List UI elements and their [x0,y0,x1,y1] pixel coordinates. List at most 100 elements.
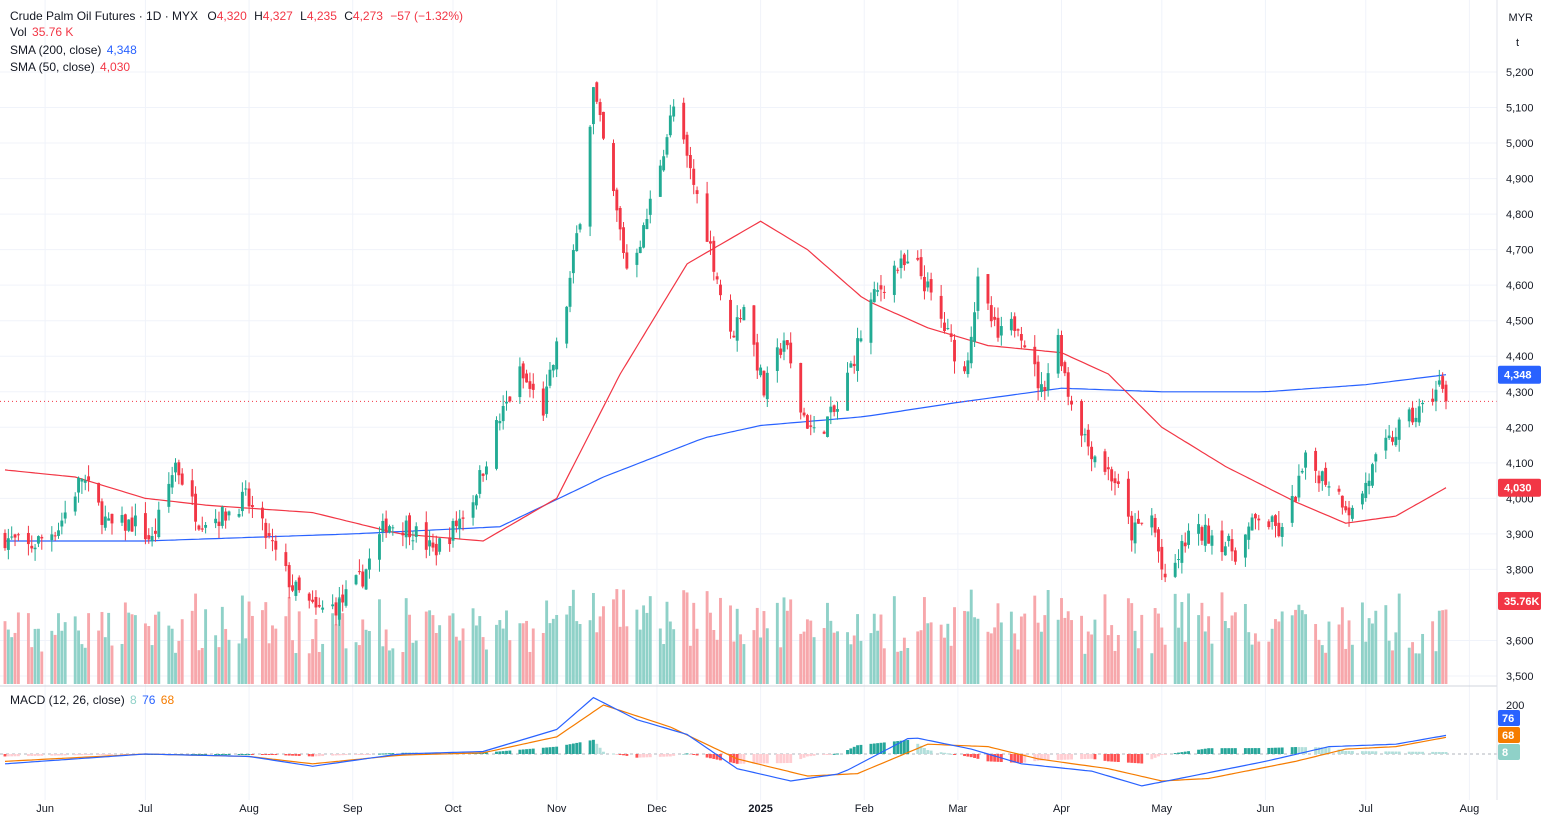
volume-bar [260,610,264,684]
macd-hist-bar [1374,751,1378,754]
candle-body [591,87,595,125]
candle-body [1270,516,1274,522]
macd-legend[interactable]: MACD (12, 26, close) 8 76 68 [10,692,174,708]
volume-bar [989,633,993,684]
candle-body [143,513,147,540]
macd-hist-bar [381,753,385,755]
macd-hist-bar [80,754,84,756]
close-value: 4,273 [352,9,383,23]
macd-hist-bar [1023,754,1027,763]
volume-bar [966,611,970,684]
candle-body [505,401,508,404]
candle-body [1223,546,1227,556]
macd-hist-bar [107,754,111,755]
macd-hist-bar [274,754,278,756]
macd-hist-bar [989,754,993,762]
time-tick-label: Aug [1460,803,1480,815]
volume-bar [852,635,856,684]
sma200-legend[interactable]: SMA (200, close) 4,348 [10,42,137,58]
macd-hist-badge: 8 [1502,747,1508,759]
macd-hist-bar [906,740,910,754]
macd-hist-bar [1280,747,1284,754]
macd-hist-bar [531,748,535,754]
volume-bar [642,605,646,684]
volume-bar [107,612,111,684]
macd-hist-bar [53,754,57,756]
volume-legend[interactable]: Vol 35.76 K [10,24,73,40]
volume-bar [287,597,291,684]
macd-hist-bar [642,754,646,758]
volume-bar [919,630,923,684]
macd-hist-bar [505,750,508,754]
candle-body [1441,376,1445,389]
macd-hist-bar [849,748,853,754]
volume-bar [1023,613,1027,684]
macd-hist-bar [1203,748,1207,754]
volume-bar [1327,621,1331,684]
macd-hist-bar [1397,751,1401,754]
volume-bar [588,620,592,684]
macd-hist-bar [1437,751,1441,754]
candle-body [742,307,746,321]
candle-body [989,305,993,322]
volume-bar [735,608,739,684]
unit-button[interactable]: t [1515,37,1519,49]
sma50-badge: 4,030 [1504,483,1532,495]
candle-body [612,143,615,192]
candle-body [1327,486,1331,488]
volume-bar [755,607,759,684]
macd-hist-bar [87,754,91,755]
volume-bar [551,618,555,684]
candle-body [1431,398,1435,402]
volume-bar [1203,631,1207,684]
volume-bar [501,628,505,684]
candle-body [314,596,318,608]
symbol-title[interactable]: Crude Palm Oil Futures · 1D · MYX [10,9,199,23]
candle-body [1320,471,1324,482]
candle-body [1444,384,1448,402]
candle-body [752,305,756,345]
volume-bar [1397,593,1401,684]
volume-bar [555,614,559,684]
candle-body [448,537,452,545]
sma200-badge-bg [1498,365,1541,384]
volume-bar [545,600,549,684]
volume-bar [1210,643,1214,684]
volume-bar [1277,621,1281,684]
candle-body [648,198,652,215]
volume-value: 35.76 K [32,25,74,39]
macd-hist-bar [986,754,990,762]
volume-bar [1434,651,1438,684]
macd-hist-bar [197,754,201,755]
volume-bar [143,623,147,684]
volume-bar [1063,617,1067,684]
macd-hist-bar [682,754,686,755]
volume-bar [849,644,853,684]
candle-body [1340,495,1344,508]
macd-hist-bar [6,754,10,757]
macd-hist-bar [812,754,816,756]
candle-body [63,512,67,519]
macd-hist-bar [63,754,67,756]
macd-hist-bar [1394,751,1398,754]
volume-bar [1207,616,1211,684]
candle-body [194,493,198,522]
candle-body [147,535,151,540]
candle-body [1210,535,1214,546]
price-tick-label: 4,100 [1506,458,1534,470]
candle-body [1080,401,1084,436]
sma50-legend[interactable]: SMA (50, close) 4,030 [10,59,130,75]
macd-hist-bar [1009,754,1013,763]
volume-bar [1411,642,1415,684]
time-tick-label: Sep [343,803,363,815]
price-tick-label: 3,800 [1506,564,1534,576]
candle-body [642,225,646,248]
macd-hist-bar [1103,754,1107,761]
volume-bar [1270,628,1274,684]
currency-label[interactable]: MYR [1508,12,1533,24]
macd-hist-bar [1040,754,1043,761]
time-tick-label: Jul [1359,803,1373,815]
candle-body [882,291,886,293]
macd-hist-bar [30,754,34,756]
